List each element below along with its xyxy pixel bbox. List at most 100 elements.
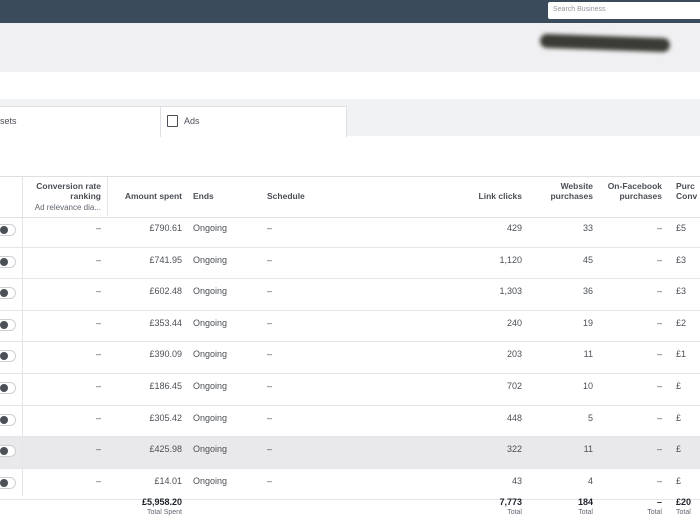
table-cell: £425.98	[149, 444, 182, 455]
table-cell: 5	[587, 412, 593, 423]
table-row	[0, 279, 700, 311]
table-cell: £741.95	[149, 254, 182, 265]
toggle-knob	[0, 320, 8, 329]
total-value: £20	[676, 497, 692, 507]
table-cell: £353.44	[149, 317, 182, 328]
total-label: Total Spent	[146, 509, 182, 516]
table-cell: £186.45	[149, 381, 182, 391]
toggle-knob	[0, 447, 8, 456]
table-cell: £	[676, 475, 682, 486]
column-header: Ends	[193, 191, 214, 201]
total-value: £5,958.20	[141, 497, 182, 507]
table-row	[0, 406, 700, 438]
table-cell: £602.48	[149, 286, 182, 297]
tab[interactable]: sets	[0, 106, 161, 137]
search-box[interactable]: Search Business	[548, 2, 700, 19]
table-row	[0, 342, 700, 374]
tab[interactable]: Ads	[160, 106, 347, 137]
table-row	[0, 374, 700, 406]
toggle-knob	[0, 352, 8, 361]
table-cell: 19	[582, 317, 593, 328]
table-cell: –	[267, 381, 273, 391]
table-cell: 702	[506, 381, 522, 391]
table-cell: –	[656, 412, 662, 423]
top-bar	[0, 0, 700, 23]
table-cell: £	[676, 381, 682, 391]
table-cell: Ongoing	[193, 475, 228, 486]
table-row	[0, 469, 700, 501]
column-header: On-Facebook purchases	[607, 181, 662, 201]
table-cell: –	[95, 381, 101, 391]
table-cell: –	[656, 444, 662, 455]
table-cell: –	[267, 475, 273, 486]
table-cell: 429	[506, 223, 522, 233]
toggle-knob	[0, 226, 8, 234]
column-divider	[107, 176, 108, 216]
table-cell: –	[95, 317, 101, 328]
total-value: –	[656, 497, 662, 507]
table-cell: 203	[506, 349, 522, 360]
total-label: Total	[578, 509, 593, 516]
table-cell: 10	[582, 381, 593, 391]
table-cell: £2	[676, 317, 687, 328]
table-cell: –	[267, 317, 273, 328]
table-cell: £1	[676, 349, 687, 360]
toggle-knob	[0, 289, 8, 298]
table-cell: £	[676, 412, 682, 423]
total-label: Total	[676, 509, 691, 516]
table-cell: –	[656, 223, 662, 233]
table-cell: Ongoing	[193, 223, 228, 233]
table-cell: 11	[583, 349, 593, 360]
table-cell: 11	[583, 444, 593, 455]
table-cell: £	[676, 444, 682, 455]
table-cell: Ongoing	[193, 444, 228, 455]
table-cell: £14.01	[154, 475, 182, 486]
table-cell: –	[656, 317, 662, 328]
table-cell: –	[656, 349, 662, 360]
table-cell: 43	[511, 475, 522, 486]
table-cell: –	[95, 286, 101, 297]
table-cell: £5	[676, 223, 687, 233]
table-cell: Ongoing	[193, 381, 228, 391]
table-row	[0, 216, 700, 248]
table-cell: 1,120	[499, 254, 522, 265]
column-header: Website purchases	[550, 181, 593, 201]
table-cell: –	[656, 286, 662, 297]
table-cell: 448	[506, 412, 522, 423]
total-label: Total	[647, 509, 662, 516]
column-header: Link clicks	[478, 191, 522, 201]
table-cell: –	[267, 286, 273, 297]
ad-icon	[167, 115, 178, 127]
column-header: Amount spent	[124, 191, 182, 201]
search-placeholder: Search Business	[553, 6, 606, 13]
table-cell: Ongoing	[193, 254, 228, 265]
total-value: 184	[577, 497, 593, 507]
table-row	[0, 248, 700, 280]
table-cell: £305.42	[149, 412, 182, 423]
table-cell: –	[656, 254, 662, 265]
table-cell: 4	[587, 475, 593, 486]
tab-label: Ads	[184, 116, 200, 126]
toggle-knob	[0, 478, 8, 487]
total-value: 7,773	[499, 497, 522, 507]
total-label: Total	[507, 509, 522, 516]
toolbar-strip	[0, 72, 700, 100]
table-cell: Ongoing	[193, 286, 228, 297]
column-header: Purc Conv	[676, 181, 698, 201]
table-cell: 36	[582, 286, 593, 297]
table-cell: –	[95, 223, 101, 233]
column-header: Schedule	[267, 191, 305, 201]
table-cell: 45	[582, 254, 593, 265]
toggle-knob	[0, 257, 8, 266]
table-cell: Ongoing	[193, 412, 228, 423]
column-header: Conversion rate ranking	[36, 181, 101, 201]
tab-label: sets	[0, 116, 17, 126]
toggle-knob	[0, 384, 8, 392]
table-header	[0, 176, 700, 218]
table-cell: £390.09	[149, 349, 182, 360]
table-cell: –	[267, 254, 273, 265]
table-cell: –	[95, 254, 101, 265]
table-row	[0, 311, 700, 343]
toggle-knob	[0, 415, 8, 424]
